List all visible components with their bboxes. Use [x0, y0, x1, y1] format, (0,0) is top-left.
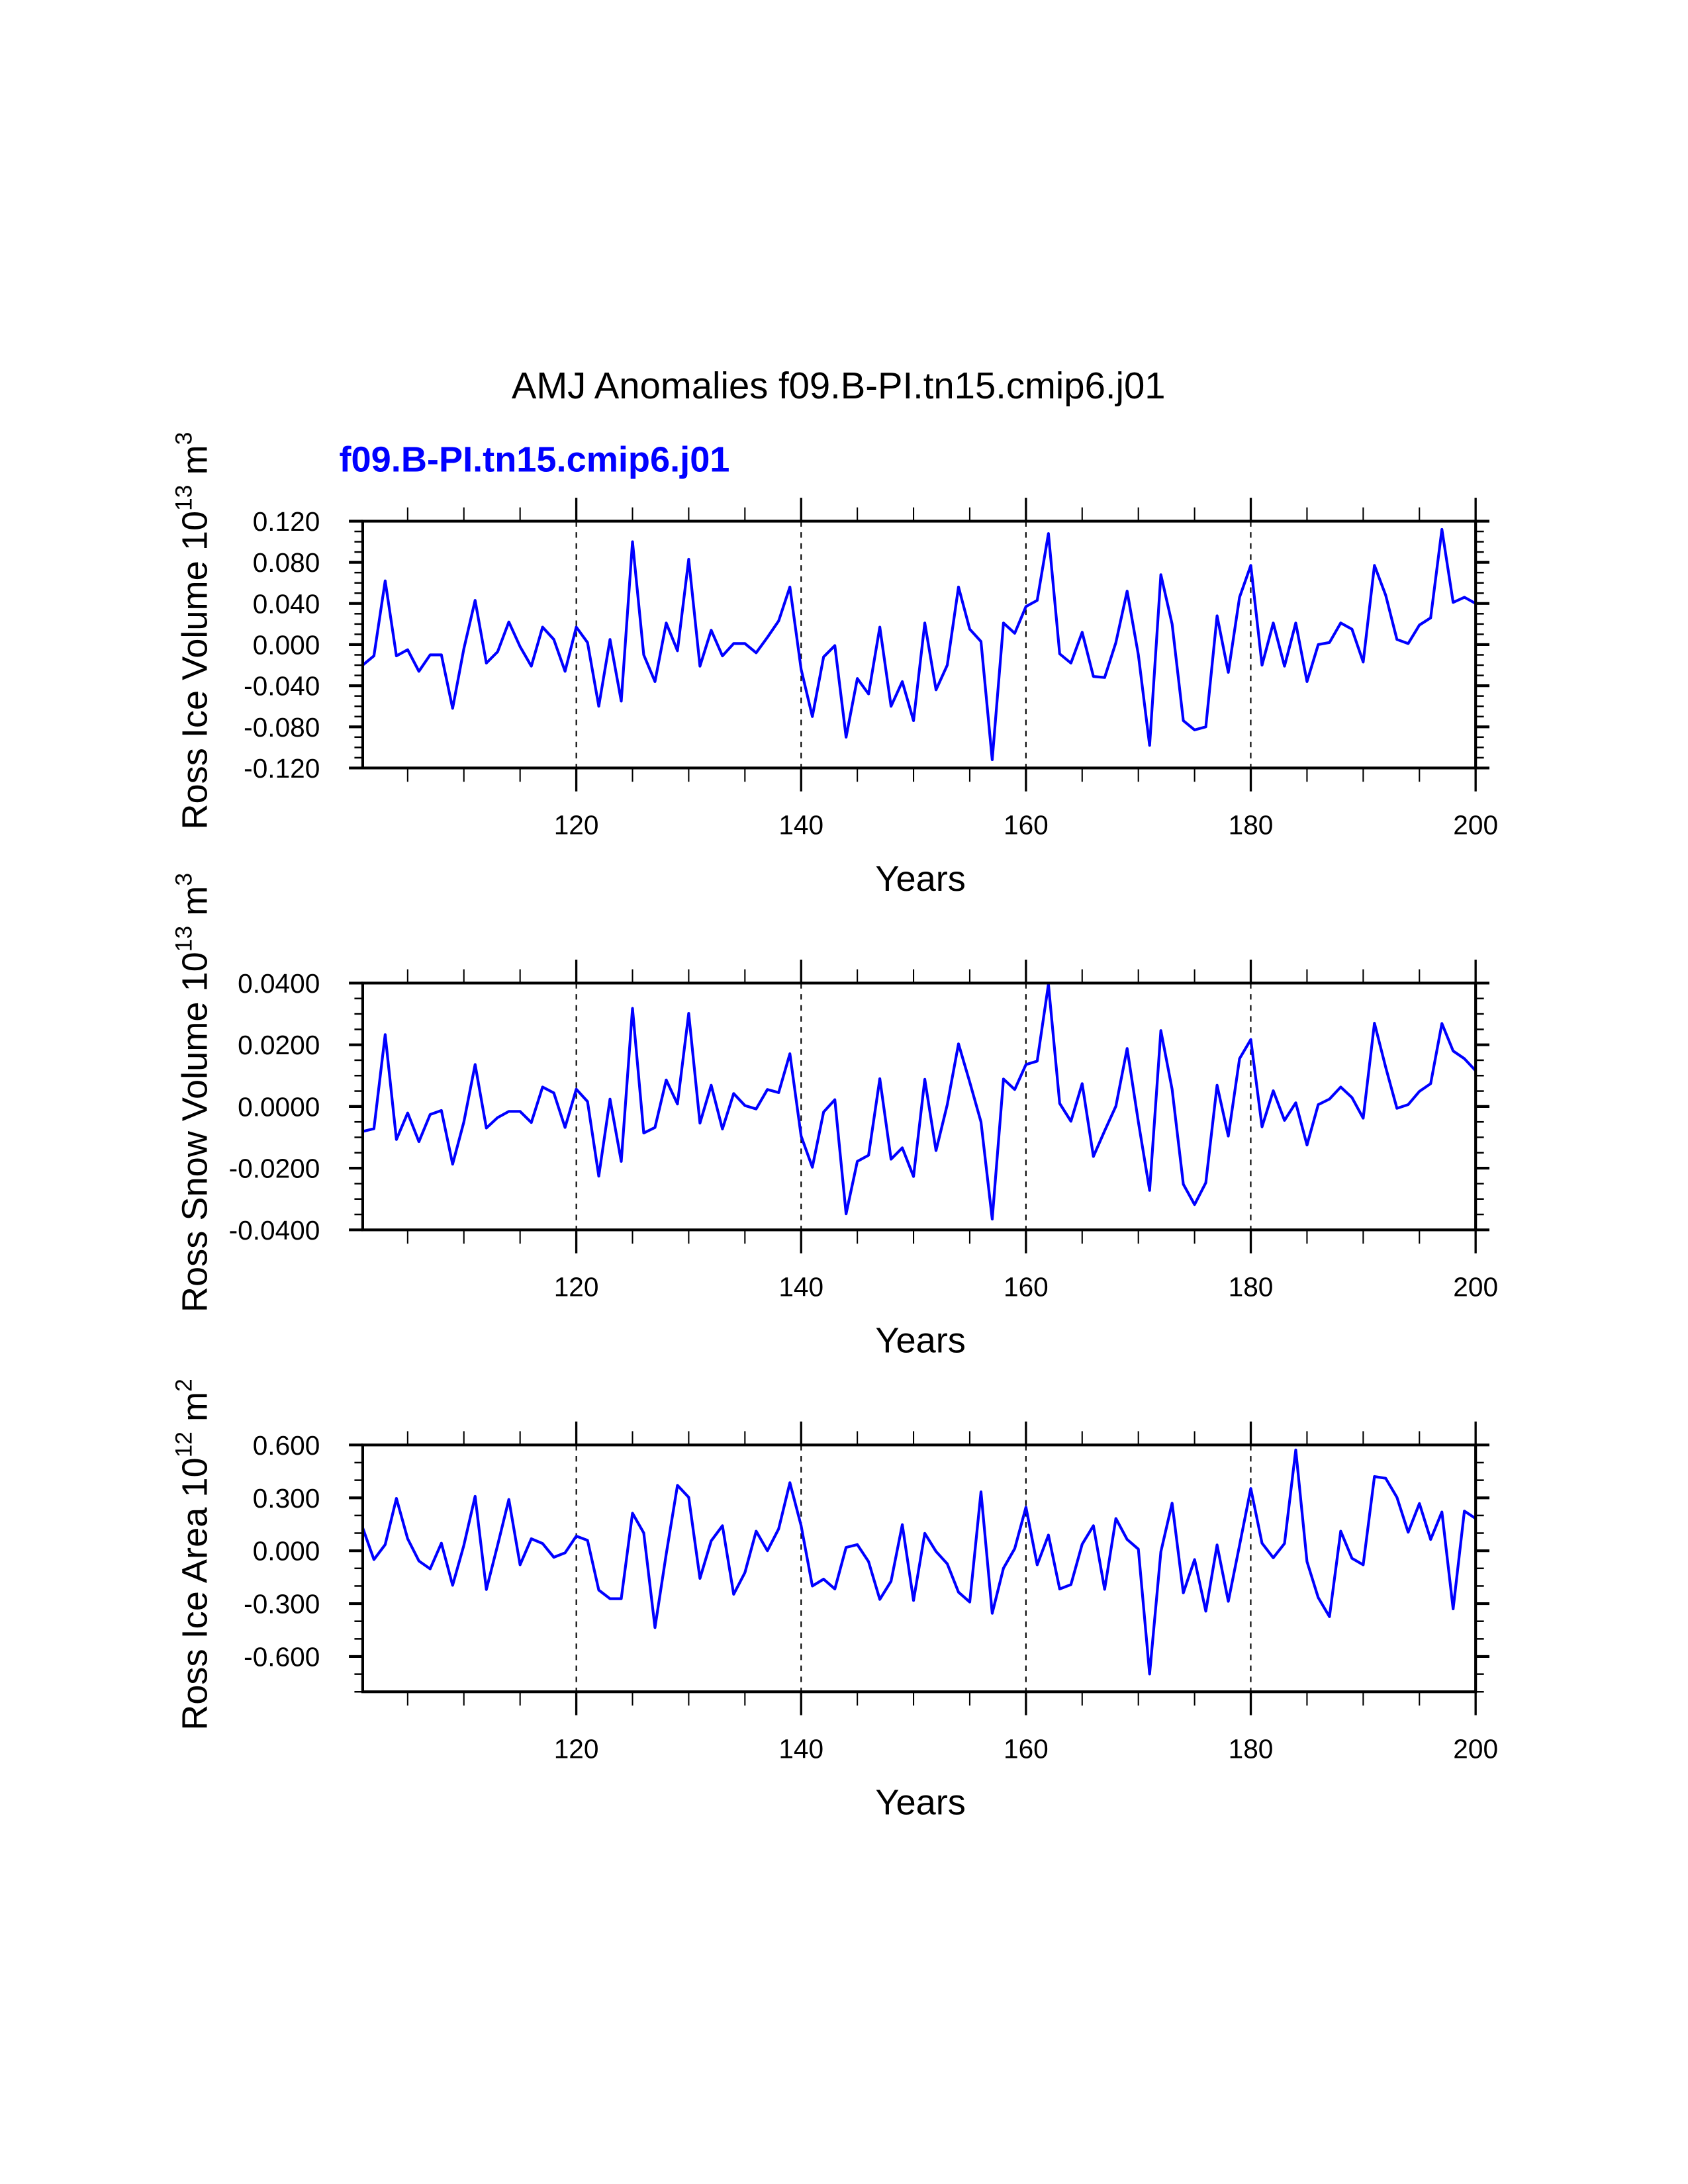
y-tick-label: -0.300 — [244, 1589, 320, 1619]
panel-3: -0.600 -0.300 0.000 0.300 0.600 120 140 160 180 2… — [171, 1379, 1498, 1823]
chart-title: AMJ Anomalies f09.B-PI.tn15.cmip6.j01 — [512, 365, 1166, 406]
x-tick-label: 160 — [1004, 1733, 1049, 1764]
y-label-unit: m — [175, 445, 215, 484]
panel-1: -0.120 -0.080 -0.040 0.000 0.040 0.080 0.120 12… — [171, 432, 1498, 899]
y-tick-label: 0.000 — [253, 630, 320, 660]
y-tick-label: -0.040 — [244, 671, 320, 702]
x-axis-label: Years — [875, 1321, 966, 1361]
panels: -0.120 -0.080 -0.040 0.000 0.040 0.080 0.120 12… — [171, 432, 1498, 1823]
y-tick-label: 0.040 — [253, 588, 320, 619]
x-tick-label: 200 — [1453, 1733, 1498, 1764]
series-line — [361, 1448, 1477, 1676]
y-label-exponent: 12 — [171, 1432, 197, 1457]
y-tick-label: 0.300 — [253, 1483, 320, 1514]
y-tick-label: 0.000 — [253, 1536, 320, 1567]
x-tick-label: 160 — [1004, 809, 1049, 840]
y-label-exponent: 13 — [171, 485, 197, 511]
x-tick-label: 180 — [1229, 1271, 1274, 1302]
y-label-exponent: 13 — [171, 926, 197, 952]
series-line — [361, 527, 1477, 762]
y-axis-label: Ross Ice Area 1012 m2 — [171, 1379, 215, 1731]
x-axis-label: Years — [875, 859, 966, 899]
y-label-unit-exponent: 2 — [171, 1379, 197, 1392]
chart-subtitle: f09.B-PI.tn15.cmip6.j01 — [340, 440, 730, 480]
y-tick-label: -0.0400 — [229, 1215, 320, 1246]
x-tick-label: 180 — [1229, 1733, 1274, 1764]
y-label-unit: m — [175, 886, 215, 926]
y-tick-label: 0.0200 — [238, 1030, 320, 1060]
x-tick-label: 140 — [778, 1271, 823, 1302]
y-tick-label: 0.080 — [253, 547, 320, 578]
y-axis-label: Ross Ice Volume 1013 m3 — [171, 432, 215, 830]
x-tick-label: 140 — [778, 809, 823, 840]
y-tick-label: -0.080 — [244, 712, 320, 743]
x-tick-label: 120 — [554, 809, 599, 840]
x-tick-label: 120 — [554, 1733, 599, 1764]
y-tick-label: 0.0400 — [238, 968, 320, 999]
x-tick-label: 140 — [778, 1733, 823, 1764]
y-label-text: Ross Ice Volume 10 — [175, 511, 215, 830]
y-tick-label: 0.120 — [253, 506, 320, 537]
y-label-unit-exponent: 3 — [171, 873, 197, 886]
plot-frame — [361, 520, 1477, 770]
plot-frame — [361, 981, 1477, 1232]
y-tick-label: 0.0000 — [238, 1091, 320, 1122]
y-label-text: Ross Ice Area 10 — [175, 1457, 215, 1730]
y-tick-label: -0.120 — [244, 753, 320, 784]
x-tick-label: 200 — [1453, 809, 1498, 840]
x-tick-label: 160 — [1004, 1271, 1049, 1302]
y-tick-label: 0.600 — [253, 1430, 320, 1461]
y-label-unit: m — [175, 1392, 215, 1432]
x-tick-label: 200 — [1453, 1271, 1498, 1302]
y-label-text: Ross Snow Volume 10 — [175, 952, 215, 1312]
panel-2: -0.0400 -0.0200 0.0000 0.0200 0.0400 120 140 16… — [171, 873, 1498, 1361]
x-axis-label: Years — [875, 1783, 966, 1823]
y-tick-label: -0.600 — [244, 1642, 320, 1672]
y-tick-label: -0.0200 — [229, 1154, 320, 1184]
series-line — [362, 983, 1477, 1221]
x-tick-label: 120 — [554, 1271, 599, 1302]
x-tick-label: 180 — [1229, 809, 1274, 840]
y-label-unit-exponent: 3 — [171, 432, 197, 445]
y-axis-label: Ross Snow Volume 1013 m3 — [171, 873, 215, 1312]
plot-frame — [361, 1443, 1477, 1694]
